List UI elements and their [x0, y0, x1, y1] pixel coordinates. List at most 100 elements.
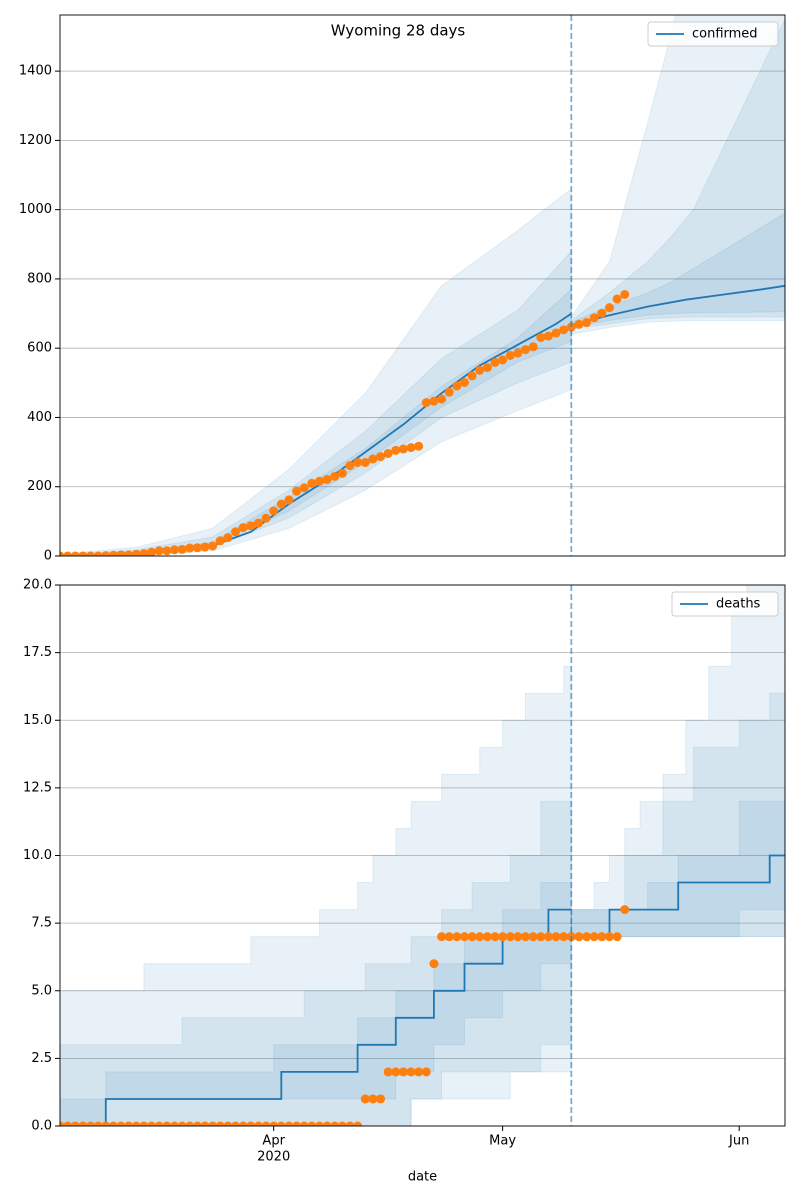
observed-point	[185, 543, 195, 553]
observed-point	[513, 932, 523, 942]
observed-point	[200, 1121, 210, 1126]
observed-point	[139, 549, 149, 556]
y-tick-label: 15.0	[23, 713, 52, 728]
observed-point	[314, 1121, 324, 1126]
uncertainty-band	[570, 585, 785, 938]
x-tick-sublabel: 2020	[257, 1150, 290, 1165]
y-tick-label: 7.5	[31, 916, 52, 931]
observed-point	[246, 521, 256, 531]
observed-point	[78, 551, 88, 556]
uncertainty-band	[570, 15, 785, 335]
observed-point	[208, 541, 218, 551]
observed-point	[551, 328, 561, 338]
observed-point	[192, 543, 202, 553]
y-tick-label: 10.0	[23, 848, 52, 863]
observed-point	[162, 546, 172, 556]
observed-point	[429, 959, 439, 969]
observed-point	[582, 932, 592, 942]
observed-point	[223, 1121, 233, 1126]
observed-point	[353, 1121, 363, 1126]
x-axis-label: date	[408, 1170, 437, 1185]
observed-point	[360, 1094, 370, 1104]
observed-point	[620, 905, 630, 915]
observed-point	[299, 483, 309, 493]
observed-point	[604, 303, 614, 313]
observed-point	[406, 1067, 416, 1077]
observed-point	[116, 1121, 126, 1126]
observed-point	[398, 444, 408, 454]
y-tick-label: 600	[27, 341, 52, 356]
observed-point	[612, 932, 622, 942]
observed-point	[86, 1121, 96, 1126]
observed-point	[330, 1121, 340, 1126]
observed-point	[223, 533, 233, 543]
uncertainty-band	[60, 800, 572, 1126]
legend-label: confirmed	[692, 27, 758, 42]
observed-point	[521, 932, 531, 942]
observed-point	[521, 345, 531, 355]
observed-point	[528, 932, 538, 942]
observed-point	[482, 363, 492, 373]
observed-point	[345, 461, 355, 471]
observed-point	[269, 1121, 279, 1126]
observed-point	[360, 457, 370, 467]
observed-point	[482, 932, 492, 942]
observed-point	[162, 1121, 172, 1126]
observed-point	[70, 551, 80, 556]
observed-point	[429, 396, 439, 406]
y-tick-label: 0	[44, 549, 52, 564]
observed-point	[574, 932, 584, 942]
observed-point	[414, 1067, 424, 1077]
observed-point	[124, 550, 134, 556]
y-tick-label: 200	[27, 479, 52, 494]
observed-point	[261, 1121, 271, 1126]
observed-point	[467, 932, 477, 942]
observed-point	[536, 932, 546, 942]
observed-point	[376, 1094, 386, 1104]
observed-point	[437, 932, 447, 942]
observed-point	[559, 325, 569, 335]
observed-point	[93, 551, 103, 556]
observed-point	[566, 322, 576, 332]
observed-point	[604, 932, 614, 942]
observed-point	[177, 1121, 187, 1126]
x-tick-label: May	[489, 1134, 516, 1149]
observed-point	[452, 932, 462, 942]
observed-point	[505, 932, 515, 942]
observed-point	[154, 546, 164, 556]
observed-point	[612, 294, 622, 304]
observed-point	[93, 1121, 103, 1126]
observed-point	[253, 1121, 263, 1126]
observed-point	[551, 932, 561, 942]
observed-point	[353, 457, 363, 467]
observed-point	[276, 499, 286, 509]
plot-area	[60, 15, 785, 556]
observed-point	[292, 486, 302, 496]
observed-point	[169, 1121, 179, 1126]
observed-point	[459, 377, 469, 387]
legend-label: deaths	[716, 597, 761, 612]
observed-point	[620, 290, 630, 300]
y-tick-label: 12.5	[23, 780, 52, 795]
observed-point	[498, 932, 508, 942]
observed-point	[307, 478, 317, 488]
observed-point	[437, 394, 447, 404]
observed-point	[536, 332, 546, 342]
observed-point	[414, 441, 424, 451]
observed-point	[383, 1067, 393, 1077]
observed-point	[574, 319, 584, 329]
observed-point	[276, 1121, 286, 1126]
observed-point	[307, 1121, 317, 1126]
observed-point	[459, 932, 469, 942]
observed-point	[299, 1121, 309, 1126]
x-tick-label: Apr	[262, 1134, 285, 1149]
observed-point	[215, 536, 225, 546]
observed-point	[421, 398, 431, 408]
observed-point	[444, 932, 454, 942]
axes-frame	[59, 14, 786, 557]
uncertainty-band	[570, 800, 785, 938]
observed-point	[452, 381, 462, 391]
observed-point	[131, 1121, 141, 1126]
observed-point	[589, 313, 599, 323]
y-tick-label: 1400	[19, 64, 52, 79]
